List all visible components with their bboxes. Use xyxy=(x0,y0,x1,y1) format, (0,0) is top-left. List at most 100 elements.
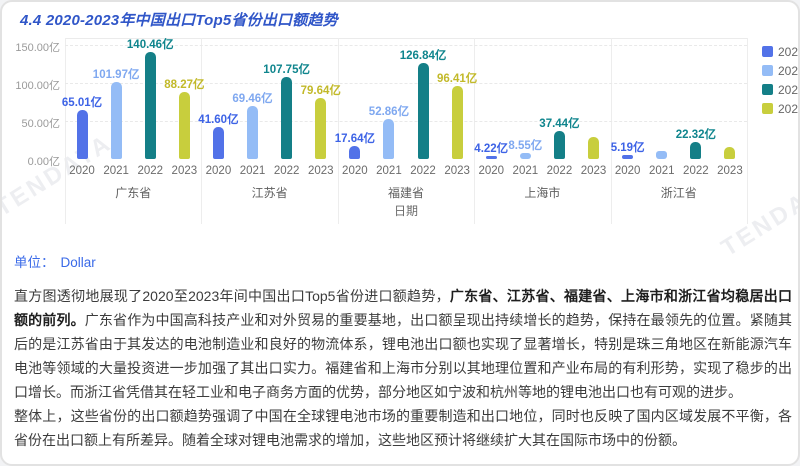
analysis-paragraph-1: 直方图透彻地展现了2020至2023年间中国出口Top5省份进口额趋势，广东省、… xyxy=(14,284,792,404)
legend-swatch-icon xyxy=(762,65,773,76)
x-axis-year-label: 2020 xyxy=(205,165,232,177)
x-axis-year-label: 2020 xyxy=(69,165,95,177)
x-axis-year-label: 2021 xyxy=(239,165,266,177)
bar-value-label: 22.32亿 xyxy=(675,129,716,141)
bar-value-label: 88.27亿 xyxy=(164,79,205,91)
bar-value-label: 69.46亿 xyxy=(232,93,273,105)
bar-value-label: 126.84亿 xyxy=(399,50,447,62)
bar-value-label: 52.86亿 xyxy=(368,106,410,118)
bar-value-label: 79.64亿 xyxy=(300,85,341,97)
bar-2021-上海市[interactable] xyxy=(519,153,531,159)
x-axis-year-label: 2022 xyxy=(273,165,300,177)
x-axis-category-label: 上海市 xyxy=(524,186,561,200)
x-axis-year-label: 2021 xyxy=(648,165,675,177)
bar-value-label: 37.44亿 xyxy=(539,118,580,130)
bar-value-label: 4.22亿 xyxy=(474,143,509,155)
bar-2021-福建省[interactable] xyxy=(383,119,395,159)
x-axis-year-label: 2021 xyxy=(512,165,539,177)
plot-separator xyxy=(747,38,748,224)
unit-value: Dollar xyxy=(60,255,96,270)
legend-swatch-icon xyxy=(762,103,773,114)
x-axis-category-label: 江苏省 xyxy=(251,186,288,200)
plot-border-top xyxy=(65,38,747,39)
legend-label: 2023 xyxy=(778,101,799,116)
bar-value-label: 8.55亿 xyxy=(508,140,543,152)
bar-2020-广东省[interactable] xyxy=(76,110,88,159)
bar-value-label: 107.75亿 xyxy=(263,64,310,76)
bar-2022-福建省[interactable] xyxy=(417,63,429,159)
p1-body: 广东省作为中国高科技产业和对外贸易的重要基地，出口额呈现出持续增长的趋势，保持在… xyxy=(14,312,793,400)
legend-swatch-icon xyxy=(762,46,773,57)
analysis-text: 直方图透彻地展现了2020至2023年间中国出口Top5省份进口额趋势，广东省、… xyxy=(14,284,792,452)
x-axis-year-label: 2023 xyxy=(717,165,743,177)
bar-value-label: 96.41亿 xyxy=(437,73,478,85)
unit-line: 单位： Dollar xyxy=(14,251,96,271)
x-axis-year-label: 2023 xyxy=(444,165,470,177)
bar-2020-福建省[interactable] xyxy=(349,146,361,159)
y-axis-tick-label: 100.00亿 xyxy=(15,80,60,92)
x-axis-year-label: 2022 xyxy=(546,165,573,177)
plot-separator xyxy=(474,38,476,224)
bar-value-label: 5.19亿 xyxy=(610,142,645,154)
x-axis-category-label: 福建省 xyxy=(387,186,424,200)
bar-2021-浙江省[interactable] xyxy=(656,151,668,159)
analysis-paragraph-2: 整体上，这些省份的出口额趋势强调了中国在全球锂电池市场的重要制造和出口地位，同时… xyxy=(14,408,792,448)
bar-2022-江苏省[interactable] xyxy=(281,77,293,159)
x-axis-year-label: 2020 xyxy=(478,165,505,177)
x-axis-year-label: 2023 xyxy=(580,165,607,177)
x-axis-year-label: 2022 xyxy=(137,165,164,177)
p1-intro: 直方图透彻地展现了2020至2023年间中国出口Top5省份进口额趋势， xyxy=(14,288,450,304)
legend-item-2023[interactable]: 2023 xyxy=(762,99,799,118)
bar-2023-江苏省[interactable] xyxy=(315,98,327,159)
bar-value-label: 17.64亿 xyxy=(334,133,375,145)
x-axis-year-label: 2020 xyxy=(614,165,641,177)
legend-label: 2021 xyxy=(778,63,799,78)
y-axis-tick-label: 150.00亿 xyxy=(15,42,60,54)
plot-separator xyxy=(65,38,66,224)
bar-value-label: 101.97亿 xyxy=(92,69,140,81)
unit-label: 单位： xyxy=(14,255,55,270)
bar-2020-浙江省[interactable] xyxy=(622,155,634,159)
y-axis-tick-label: 0.00亿 xyxy=(27,156,60,168)
x-axis-title: 日期 xyxy=(393,204,418,218)
y-gridline xyxy=(65,121,747,122)
bar-value-label: 140.46亿 xyxy=(126,39,174,51)
plot-separator xyxy=(610,38,612,224)
x-axis-year-label: 2021 xyxy=(103,165,129,177)
bar-2020-江苏省[interactable] xyxy=(212,127,224,159)
y-gridline xyxy=(65,45,747,46)
bar-2022-浙江省[interactable] xyxy=(690,142,702,159)
x-axis-year-label: 2020 xyxy=(342,165,368,177)
legend-swatch-icon xyxy=(762,84,773,95)
p1-bold-highlight: 广东省、江苏省、福建省、上海市和浙江省均稳居出口额的前列。 xyxy=(14,288,792,328)
bar-2023-上海市[interactable] xyxy=(588,137,600,159)
y-gridline xyxy=(65,83,747,84)
x-axis-year-label: 2023 xyxy=(307,165,334,177)
bar-value-label: 41.60亿 xyxy=(198,114,239,126)
bar-2023-广东省[interactable] xyxy=(178,92,190,159)
legend-item-2020[interactable]: 2020 xyxy=(762,42,799,61)
legend-label: 2022 xyxy=(778,82,799,97)
bar-2022-广东省[interactable] xyxy=(144,52,156,159)
legend-item-2022[interactable]: 2022 xyxy=(762,80,799,99)
bar-2020-上海市[interactable] xyxy=(485,156,497,159)
x-axis-year-label: 2021 xyxy=(376,165,402,177)
bar-2023-浙江省[interactable] xyxy=(724,147,736,159)
x-axis-year-label: 2023 xyxy=(171,165,198,177)
plot-separator xyxy=(201,38,203,224)
bar-2021-江苏省[interactable] xyxy=(247,106,259,159)
x-axis-year-label: 2022 xyxy=(683,165,709,177)
legend-item-2021[interactable]: 2021 xyxy=(762,61,799,80)
section-title: 4.4 2020-2023年中国出口Top5省份出口额趋势 xyxy=(20,12,338,29)
bar-2021-广东省[interactable] xyxy=(110,82,122,159)
bar-2023-福建省[interactable] xyxy=(451,86,463,159)
plot-separator xyxy=(337,38,339,224)
x-axis-category-label: 广东省 xyxy=(115,186,152,200)
bar-2022-上海市[interactable] xyxy=(553,131,565,159)
y-axis-tick-label: 50.00亿 xyxy=(21,118,60,130)
chart-legend: 2020 2021 2022 2023 xyxy=(762,42,799,118)
x-axis-year-label: 2022 xyxy=(410,165,436,177)
x-axis-category-label: 浙江省 xyxy=(660,186,697,200)
legend-label: 2020 xyxy=(778,44,799,59)
